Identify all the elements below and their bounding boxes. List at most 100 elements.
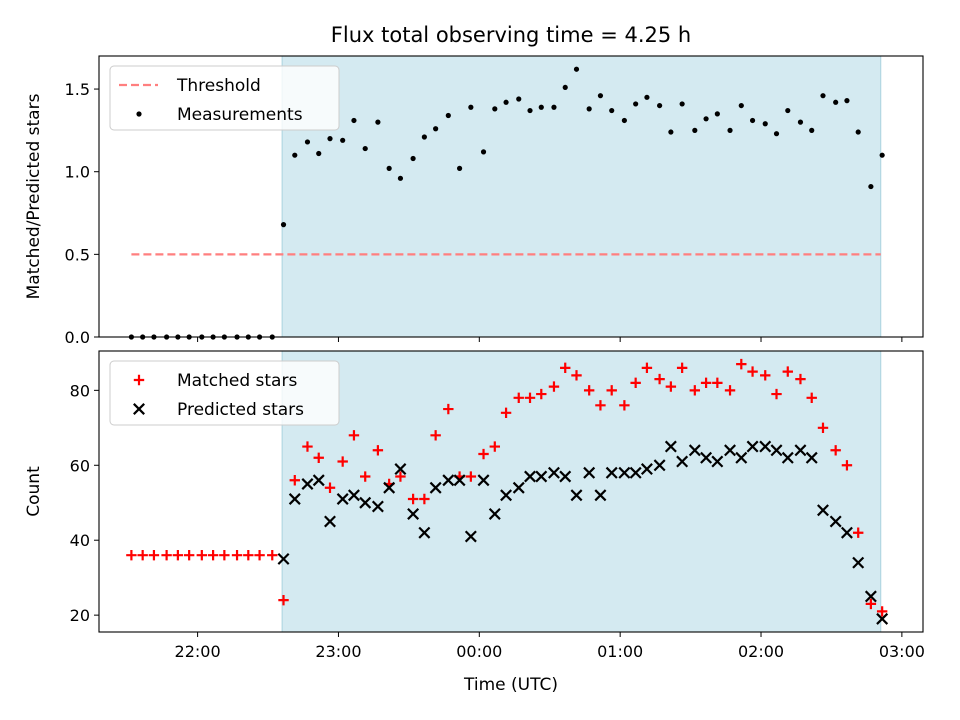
count-point xyxy=(782,366,793,377)
count-point xyxy=(500,489,513,502)
ratio-point xyxy=(621,117,627,124)
count-point xyxy=(360,471,371,482)
count-point xyxy=(876,612,889,625)
count-point xyxy=(512,481,525,494)
ratio-point xyxy=(516,96,522,102)
ratio-point xyxy=(833,99,839,105)
count-point xyxy=(196,549,208,561)
ratio-point xyxy=(668,129,674,135)
count-point xyxy=(267,549,278,561)
count-point xyxy=(676,455,689,468)
ratio-point xyxy=(714,111,720,117)
ratio-point xyxy=(868,183,874,190)
count-point xyxy=(278,594,289,606)
count-point xyxy=(781,451,794,464)
count-y-tick-label: 40 xyxy=(70,531,90,550)
count-point xyxy=(770,444,783,457)
count-y-axis-label: Count xyxy=(24,466,44,517)
count-point xyxy=(383,481,396,494)
ratio-point xyxy=(820,93,826,99)
ratio-y-tick-label: 0.5 xyxy=(65,245,90,264)
ratio-y-tick-label: 1.0 xyxy=(65,163,90,182)
ratio-point xyxy=(809,127,815,133)
count-point xyxy=(430,430,441,441)
count-point xyxy=(536,388,547,400)
count-legend-label: Predicted stars xyxy=(177,400,304,420)
count-point xyxy=(852,556,865,569)
ratio-point xyxy=(410,155,416,162)
count-point xyxy=(865,598,877,610)
count-legend-label: Matched stars xyxy=(177,371,297,391)
count-point xyxy=(313,452,324,463)
ratio-point xyxy=(375,119,381,125)
ratio-point xyxy=(304,139,311,145)
ratio-point xyxy=(679,101,685,107)
count-point xyxy=(795,373,806,385)
count-point xyxy=(571,370,582,381)
count-point xyxy=(535,470,548,483)
count-point xyxy=(478,448,489,460)
count-point xyxy=(161,549,172,561)
count-point xyxy=(583,466,596,479)
count-point xyxy=(172,549,184,561)
count-point xyxy=(876,606,888,617)
x-tick-label: 03:00 xyxy=(879,642,925,661)
count-point xyxy=(453,474,466,487)
ratio-observing-window xyxy=(282,56,881,337)
count-point xyxy=(771,388,782,400)
count-point xyxy=(746,440,759,453)
count-point xyxy=(605,466,618,479)
count-point xyxy=(664,440,677,453)
count-point xyxy=(288,493,301,505)
count-point xyxy=(547,466,560,479)
count-point xyxy=(513,392,524,404)
ratio-legend-label: Measurements xyxy=(177,105,303,125)
ratio-legend-box xyxy=(109,65,340,131)
count-point xyxy=(289,475,300,486)
ratio-point xyxy=(644,94,650,100)
ratio-y-tick-label: 1.5 xyxy=(65,80,90,99)
count-point xyxy=(243,549,254,561)
count-point xyxy=(629,466,642,479)
count-point xyxy=(231,549,243,561)
ratio-point xyxy=(292,152,298,158)
count-y-tick-label: 80 xyxy=(70,381,90,400)
ratio-point xyxy=(280,222,287,228)
count-point xyxy=(724,444,737,457)
ratio-point xyxy=(597,93,604,99)
count-point xyxy=(489,441,501,452)
count-point xyxy=(606,385,617,396)
count-point xyxy=(548,381,560,392)
ratio-point xyxy=(551,104,557,110)
ratio-axes-frame xyxy=(98,55,924,338)
ratio-point xyxy=(609,107,615,114)
count-point xyxy=(443,403,454,415)
count-point xyxy=(560,362,571,374)
count-series-0 xyxy=(126,358,888,617)
ratio-y-tick-label: 0.0 xyxy=(65,328,90,347)
ratio-point xyxy=(855,129,861,135)
ratio-point xyxy=(727,127,733,133)
count-point xyxy=(817,504,829,517)
x-tick-label: 02:00 xyxy=(738,642,784,661)
ratio-point xyxy=(421,134,427,140)
ratio-point xyxy=(468,104,474,110)
chart-title: Flux total observing time = 4.25 h xyxy=(331,23,691,47)
ratio-point xyxy=(492,106,498,112)
ratio-point xyxy=(445,112,451,119)
count-point xyxy=(183,549,195,561)
ratio-point xyxy=(480,149,487,155)
count-point xyxy=(864,590,877,603)
count-point xyxy=(442,474,455,487)
count-point xyxy=(394,463,407,475)
count-point xyxy=(794,444,807,457)
count-point xyxy=(700,451,713,464)
ratio-point xyxy=(327,136,333,142)
count-point xyxy=(465,471,477,482)
ratio-point xyxy=(538,104,544,110)
count-point xyxy=(840,526,853,539)
count-point xyxy=(747,366,758,377)
count-point xyxy=(407,508,420,520)
ratio-point xyxy=(433,126,439,132)
ratio-point xyxy=(785,107,791,114)
